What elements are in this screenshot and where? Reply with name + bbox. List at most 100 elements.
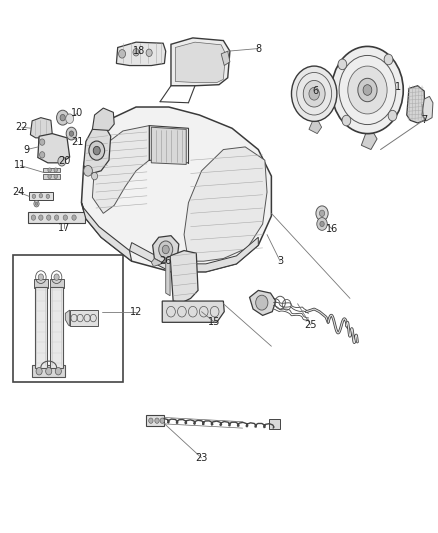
Bar (38, 152, 46, 157)
Polygon shape (166, 256, 170, 296)
Circle shape (93, 147, 100, 155)
Circle shape (162, 245, 169, 254)
Bar (38, 140, 46, 144)
Circle shape (46, 215, 51, 220)
Polygon shape (117, 42, 166, 66)
Polygon shape (92, 108, 114, 131)
Circle shape (384, 54, 393, 65)
Circle shape (46, 368, 52, 375)
Circle shape (55, 368, 61, 375)
Bar (38, 146, 46, 151)
Circle shape (48, 174, 51, 179)
Polygon shape (171, 38, 230, 86)
Circle shape (155, 418, 159, 423)
Circle shape (338, 59, 347, 70)
Polygon shape (81, 203, 132, 261)
Polygon shape (151, 259, 161, 266)
Circle shape (92, 172, 98, 180)
Circle shape (36, 368, 42, 375)
Polygon shape (162, 301, 224, 322)
Polygon shape (130, 237, 258, 272)
Circle shape (60, 115, 65, 121)
Circle shape (39, 152, 45, 158)
Polygon shape (309, 122, 321, 134)
Circle shape (84, 165, 92, 176)
Polygon shape (221, 51, 230, 66)
Polygon shape (84, 127, 111, 173)
Text: 26: 26 (159, 256, 172, 266)
Circle shape (388, 110, 397, 121)
Text: 18: 18 (134, 46, 146, 56)
Circle shape (54, 168, 57, 172)
Circle shape (317, 217, 327, 230)
Text: 24: 24 (12, 187, 25, 197)
Circle shape (66, 127, 77, 140)
Circle shape (159, 241, 173, 258)
Circle shape (342, 115, 351, 126)
Text: 3: 3 (277, 256, 283, 266)
Circle shape (48, 168, 51, 172)
Text: 1: 1 (395, 82, 401, 92)
Circle shape (320, 221, 324, 227)
Polygon shape (35, 287, 47, 368)
Circle shape (149, 418, 153, 423)
Bar (70, 310, 98, 326)
Text: 23: 23 (195, 453, 208, 463)
Bar (49, 279, 64, 288)
Text: 25: 25 (304, 320, 317, 330)
Circle shape (119, 50, 126, 58)
Circle shape (39, 215, 43, 220)
Polygon shape (81, 107, 272, 272)
Circle shape (58, 157, 66, 166)
Circle shape (54, 215, 59, 220)
Circle shape (291, 66, 337, 122)
Circle shape (309, 87, 319, 100)
Polygon shape (30, 118, 52, 138)
Bar (34, 279, 48, 288)
Text: 20: 20 (58, 156, 70, 166)
Polygon shape (361, 134, 377, 150)
Polygon shape (184, 147, 267, 261)
Text: 6: 6 (312, 86, 318, 96)
Circle shape (66, 114, 74, 124)
Circle shape (31, 215, 35, 220)
Bar (13, 255, 123, 382)
Circle shape (363, 85, 372, 95)
Text: 8: 8 (255, 44, 261, 53)
Text: 22: 22 (15, 122, 28, 132)
Bar (38, 134, 46, 139)
Circle shape (46, 194, 49, 198)
Polygon shape (92, 126, 149, 213)
Polygon shape (65, 310, 70, 326)
Polygon shape (170, 251, 198, 303)
Polygon shape (50, 287, 63, 368)
Circle shape (63, 215, 67, 220)
Circle shape (57, 110, 69, 125)
Polygon shape (151, 127, 186, 165)
Bar (32, 366, 65, 377)
Circle shape (256, 295, 268, 310)
Polygon shape (38, 134, 70, 163)
Text: 16: 16 (326, 224, 339, 235)
Circle shape (39, 139, 45, 146)
Circle shape (54, 174, 57, 179)
Circle shape (38, 274, 43, 280)
Polygon shape (175, 42, 226, 83)
Circle shape (35, 202, 38, 205)
Circle shape (39, 193, 42, 198)
Text: 9: 9 (24, 144, 30, 155)
Circle shape (348, 66, 387, 114)
Text: 21: 21 (71, 136, 83, 147)
Text: 15: 15 (208, 317, 221, 327)
Circle shape (34, 200, 39, 207)
Bar (269, 419, 280, 429)
Circle shape (358, 78, 377, 102)
Text: 12: 12 (130, 306, 142, 317)
Text: 10: 10 (71, 108, 83, 118)
Polygon shape (407, 86, 425, 123)
Bar (43, 167, 60, 172)
Circle shape (89, 141, 105, 160)
Text: 11: 11 (14, 160, 26, 171)
Circle shape (316, 206, 328, 221)
Polygon shape (422, 96, 433, 121)
